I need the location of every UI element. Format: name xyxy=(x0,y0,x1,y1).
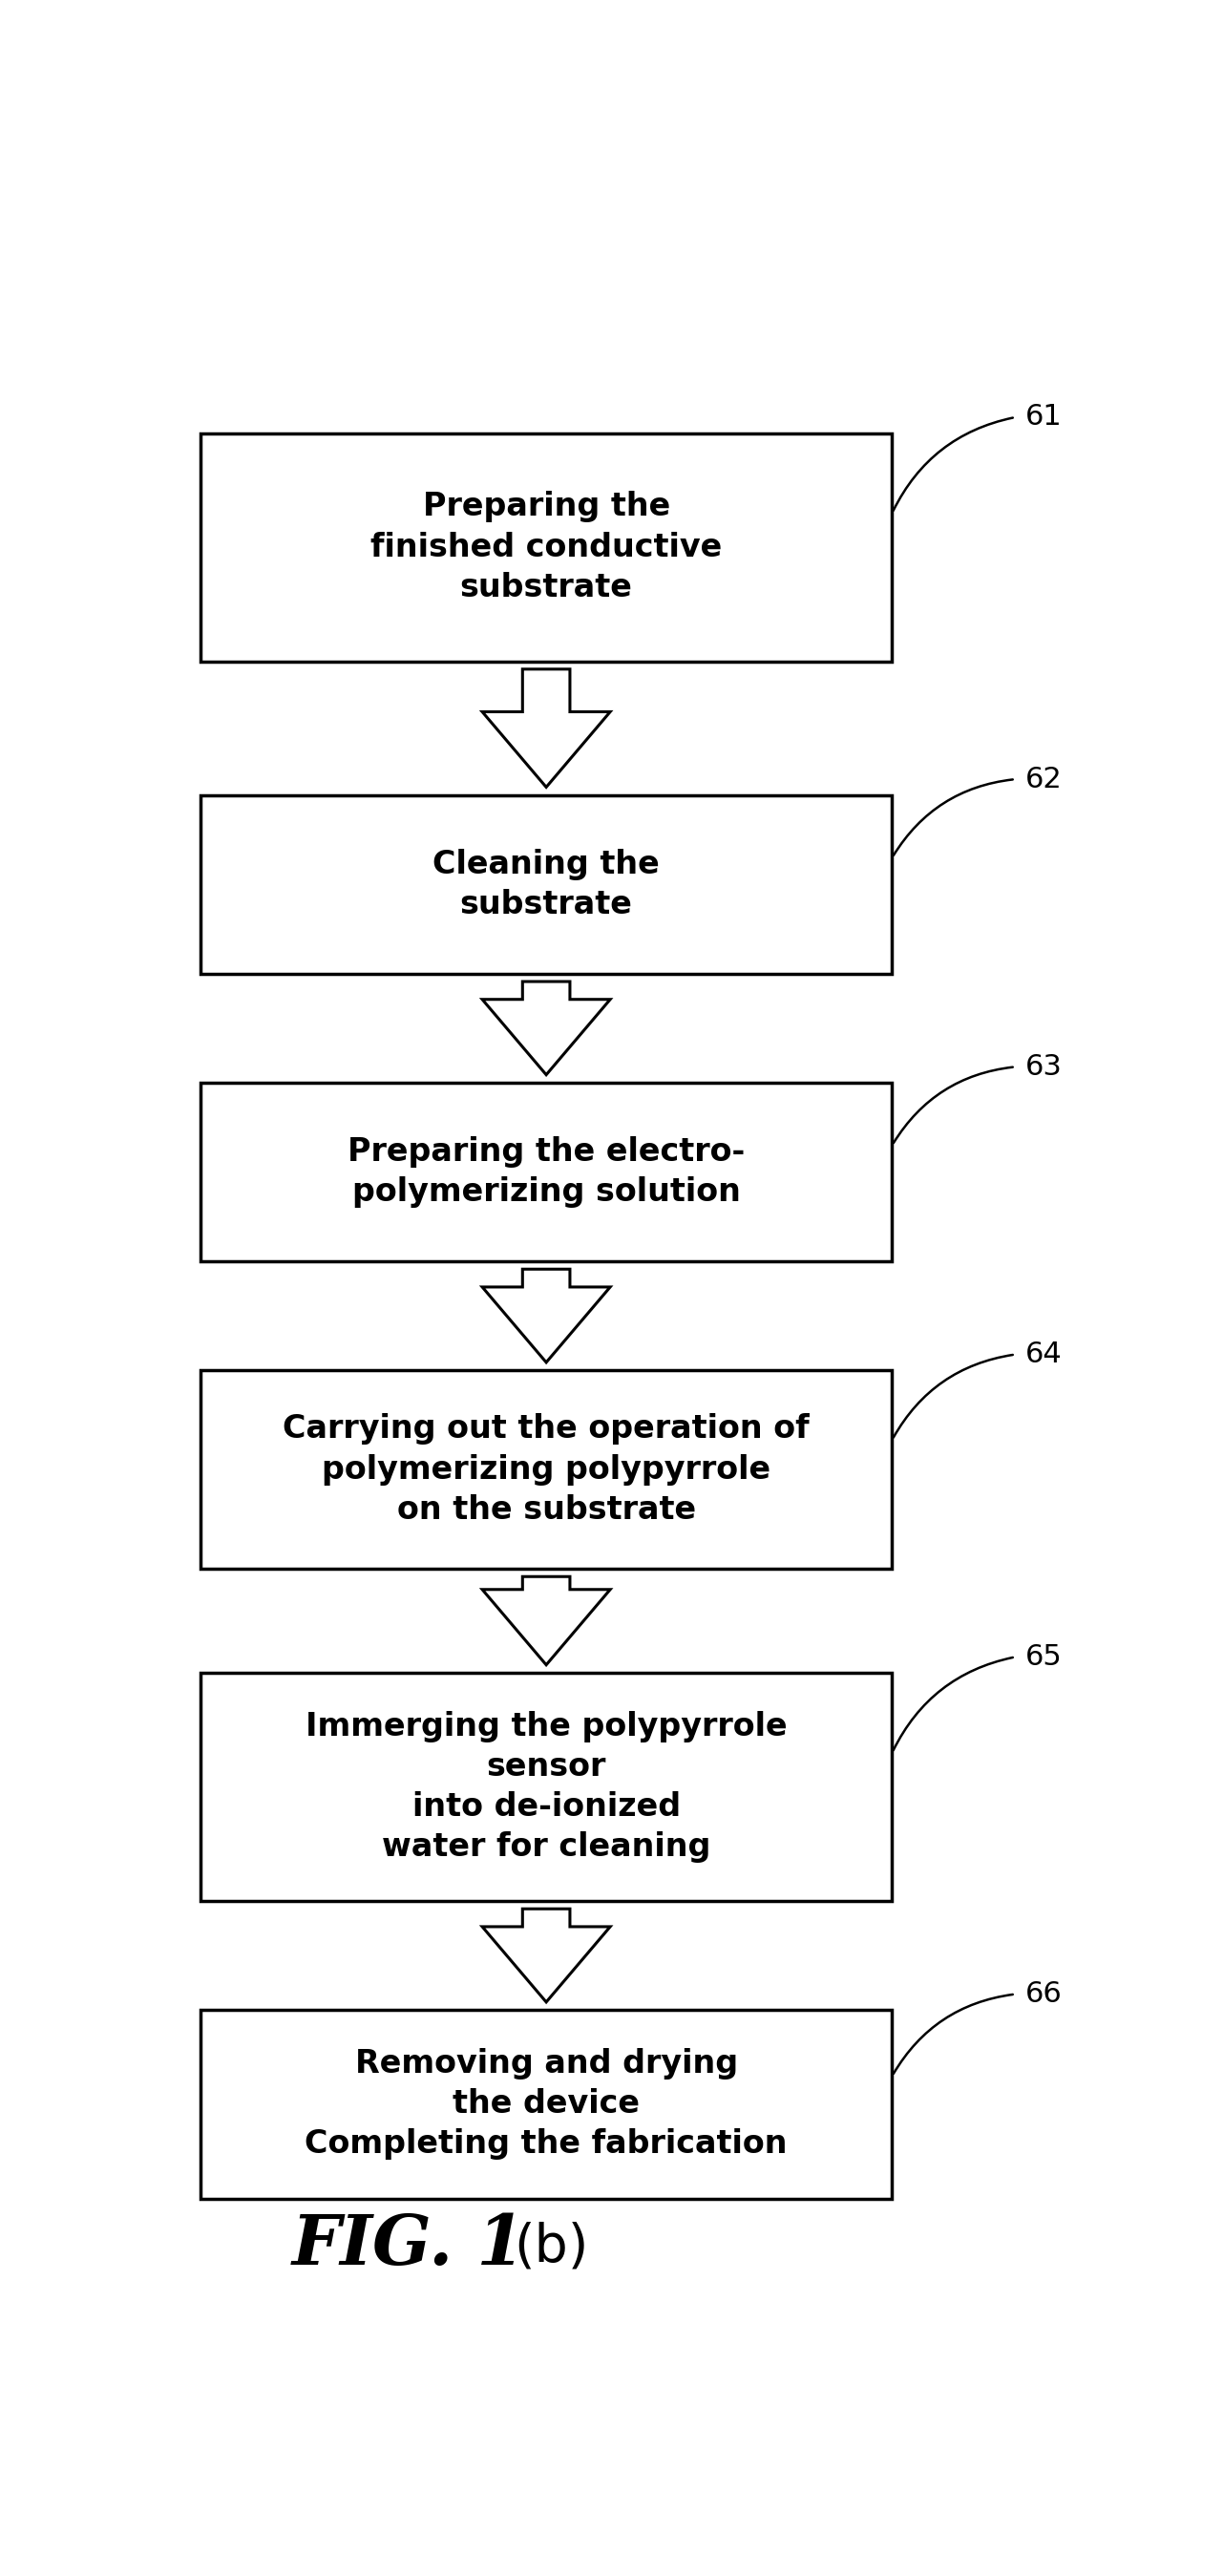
Text: 61: 61 xyxy=(1025,404,1062,430)
Text: 63: 63 xyxy=(1025,1054,1062,1082)
Text: Cleaning the
substrate: Cleaning the substrate xyxy=(433,848,659,920)
Polygon shape xyxy=(482,1909,610,2002)
Bar xyxy=(201,2009,893,2197)
Text: 64: 64 xyxy=(1025,1340,1062,1368)
Bar xyxy=(201,1672,893,1901)
Text: (b): (b) xyxy=(514,2221,588,2272)
Text: Removing and drying
the device
Completing the fabrication: Removing and drying the device Completin… xyxy=(305,2048,788,2161)
Polygon shape xyxy=(482,670,610,788)
Bar xyxy=(201,1082,893,1262)
Text: Preparing the
finished conductive
substrate: Preparing the finished conductive substr… xyxy=(371,492,722,603)
Text: 62: 62 xyxy=(1025,765,1062,793)
Text: Preparing the electro-
polymerizing solution: Preparing the electro- polymerizing solu… xyxy=(347,1136,745,1208)
Text: FIG. 1: FIG. 1 xyxy=(292,2210,526,2280)
Bar xyxy=(201,796,893,974)
Text: Immerging the polypyrrole
sensor
into de-ionized
water for cleaning: Immerging the polypyrrole sensor into de… xyxy=(306,1710,788,1862)
Bar xyxy=(201,1370,893,1569)
Text: 66: 66 xyxy=(1025,1981,1062,2007)
Text: Carrying out the operation of
polymerizing polypyrrole
on the substrate: Carrying out the operation of polymerizi… xyxy=(283,1414,810,1525)
Polygon shape xyxy=(482,1270,610,1363)
Text: 65: 65 xyxy=(1025,1643,1062,1672)
Bar xyxy=(201,433,893,662)
Polygon shape xyxy=(482,981,610,1074)
Polygon shape xyxy=(482,1577,610,1664)
